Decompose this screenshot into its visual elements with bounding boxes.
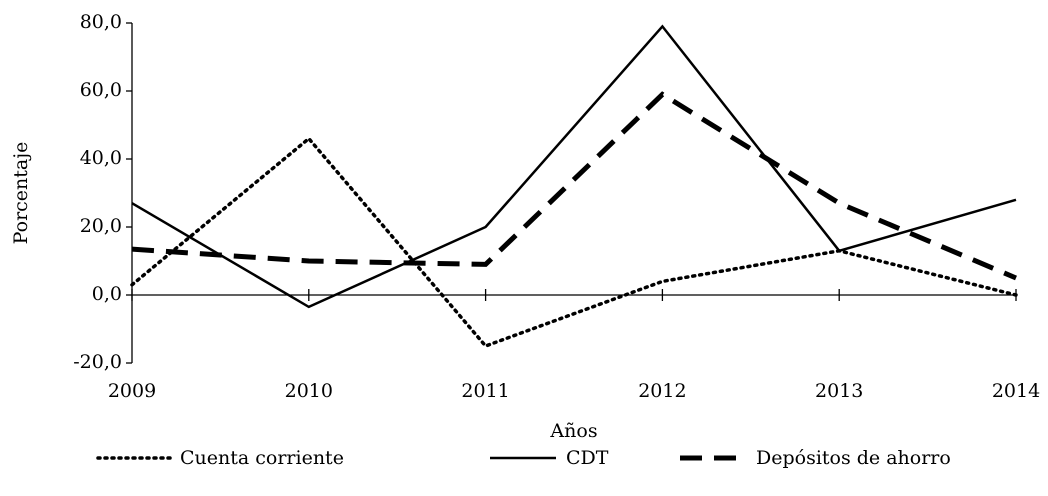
x-tick-label: 2014	[992, 380, 1040, 402]
x-tick-label: 2009	[108, 380, 156, 402]
x-tick-label: 2010	[285, 380, 333, 402]
y-axis-title: Porcentaje	[10, 142, 32, 245]
y-tick-label: 80,0	[80, 11, 122, 33]
x-axis-title: Años	[549, 420, 597, 442]
x-tick-label: 2012	[638, 380, 686, 402]
y-tick-label: 20,0	[80, 215, 122, 237]
series-line	[130, 136, 1018, 349]
series-line	[131, 24, 1017, 309]
x-tick-label: 2013	[815, 380, 863, 402]
series-line	[131, 91, 1017, 281]
y-tick-label: -20,0	[73, 351, 122, 373]
y-tick-label: 0,0	[92, 283, 122, 305]
legend-label: Cuenta corriente	[180, 447, 344, 469]
y-tick-label: 60,0	[80, 79, 122, 101]
legend-label: Depósitos de ahorro	[756, 447, 951, 469]
y-tick-label: 40,0	[80, 147, 122, 169]
legend-label: CDT	[566, 447, 609, 469]
x-tick-label: 2011	[461, 380, 509, 402]
